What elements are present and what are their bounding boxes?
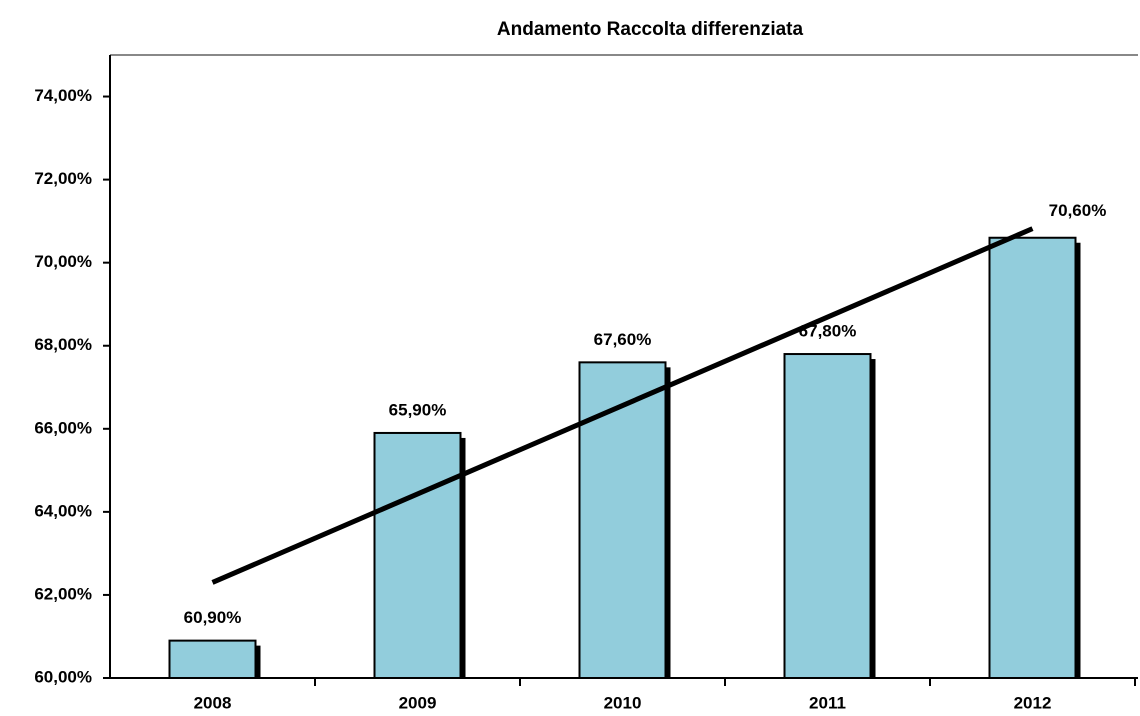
trendline <box>211 226 1034 585</box>
x-tick-label: 2012 <box>1014 693 1052 712</box>
data-label: 67,60% <box>594 330 652 349</box>
x-tick-label: 2008 <box>194 693 232 712</box>
data-label: 67,80% <box>799 322 857 341</box>
bar <box>578 361 667 679</box>
bar <box>783 353 872 679</box>
y-tick-label: 60,00% <box>34 667 92 686</box>
y-tick-label: 72,00% <box>34 169 92 188</box>
data-label: 60,90% <box>184 608 242 627</box>
chart-title: Andamento Raccolta differenziata <box>497 19 804 40</box>
y-tick-label: 70,00% <box>34 252 92 271</box>
y-tick-label: 68,00% <box>34 335 92 354</box>
bar <box>168 639 257 679</box>
y-tick-label: 62,00% <box>34 584 92 603</box>
y-tick-label: 64,00% <box>34 501 92 520</box>
x-tick-label: 2009 <box>399 693 437 712</box>
x-tick-label: 2010 <box>604 693 642 712</box>
x-tick-label: 2011 <box>809 693 846 712</box>
data-label: 70,60% <box>1049 201 1107 220</box>
y-tick-label: 74,00% <box>34 86 92 105</box>
y-tick-label: 66,00% <box>34 418 92 437</box>
data-label: 65,90% <box>389 400 447 419</box>
bar <box>988 236 1077 679</box>
bar <box>373 431 462 679</box>
